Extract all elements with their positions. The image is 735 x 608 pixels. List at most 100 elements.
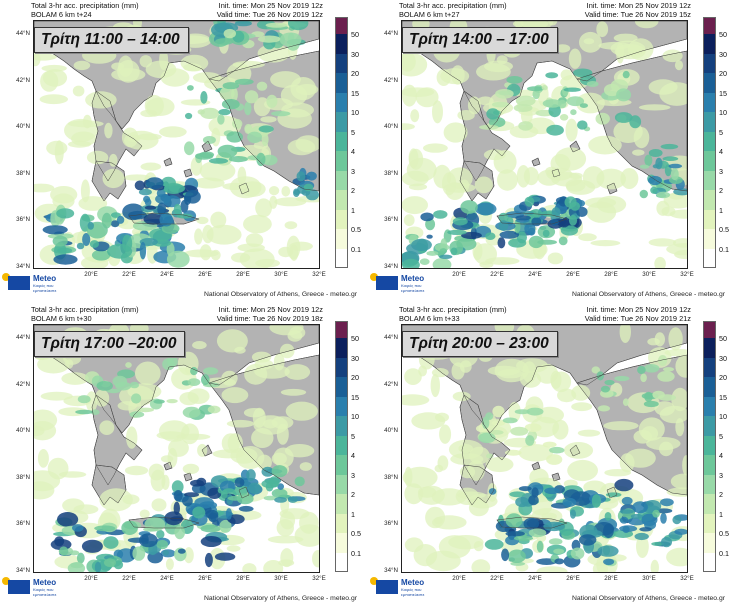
colorbar-swatch [703,513,716,533]
forecast-panel: Total 3-hr acc. precipitation (mm) BOLAM… [0,304,367,608]
longitude-label: 24°E [528,575,542,582]
colorbar-swatch [703,552,716,572]
colorbar-level: 2 [719,490,723,499]
latitude-label: 44°N [384,334,398,341]
meteo-m-icon [376,580,398,594]
longitude-label: 30°E [642,575,656,582]
precipitation-map: Τρίτη 17:00 –20:00 [33,324,320,573]
latitude-label: 36°N [384,520,398,527]
latitude-label: 44°N [384,30,398,37]
colorbar-level: 2 [351,490,355,499]
colorbar-swatch [703,73,716,93]
colorbar-level: 4 [719,147,723,156]
latitude-label: 42°N [16,76,30,84]
colorbar-level: 50 [351,334,359,343]
meteo-logo: Meteo Καιρός που εμπιστεύεστε [368,574,438,597]
colorbar-level: 4 [719,451,723,460]
colorbar-level: 0.1 [719,244,729,254]
logo-name: Meteo [33,578,57,587]
colorbar-swatch [335,455,348,475]
longitude-label: 20°E [84,271,98,278]
panel-valid-time: Valid time: Tue 26 Nov 2019 15z [584,9,691,19]
longitude-label: 32°E [312,575,326,582]
colorbar-level: 3 [719,166,723,176]
longitude-label: 22°E [122,575,136,582]
colorbar-swatch [335,190,348,210]
colorbar-level: 1 [351,509,355,519]
colorbar-level: 2 [351,186,355,195]
colorbar-level: 15 [719,392,727,402]
panel-valid-time: Valid time: Tue 26 Nov 2019 21z [584,313,691,323]
longitude-label: 28°E [604,575,618,582]
latitude-label: 34°N [16,566,30,574]
latitude-label: 44°N [16,30,30,37]
colorbar-level: 0.1 [719,548,729,558]
longitude-label: 32°E [680,575,694,582]
colorbar-level: 5 [719,127,723,137]
logo-tagline: Καιρός που εμπιστεύεστε [33,587,57,597]
latitude-label: 40°N [384,123,398,130]
colorbar-level: 20 [719,69,727,78]
latitude-label: 44°N [16,334,30,341]
panel-valid-time: Valid time: Tue 26 Nov 2019 12z [216,9,323,19]
latitude-label: 38°N [384,169,398,177]
colorbar-level: 15 [719,88,727,98]
colorbar-level: 1 [351,205,355,215]
latitude-label: 36°N [16,520,30,527]
longitude-label: 24°E [160,575,174,582]
longitude-label: 32°E [312,271,326,278]
longitude-label: 28°E [236,575,250,582]
longitude-label: 26°E [198,271,212,278]
latitude-label: 38°N [384,473,398,481]
colorbar-level: 0.5 [719,225,729,234]
colorbar-level: 10 [351,412,359,421]
colorbar-level: 5 [719,431,723,441]
latitude-label: 42°N [384,380,398,388]
colorbar-level: 4 [351,147,355,156]
colorbar-swatch [703,338,716,358]
longitude-label: 24°E [528,271,542,278]
longitude-label: 30°E [274,575,288,582]
logo-name: Meteo [33,274,57,283]
colorbar-level: 3 [719,470,723,480]
panel-header-right: Init. time: Mon 25 Nov 2019 12z Valid ti… [584,305,691,323]
panel-init-time: Init. time: Mon 25 Nov 2019 12z [586,1,691,10]
logo-tagline: Καιρός που εμπιστεύεστε [401,283,425,293]
colorbar-swatch [335,170,348,190]
longitude-label: 30°E [274,271,288,278]
precipitation-map: Τρίτη 11:00 – 14:00 [33,20,320,269]
logo-name: Meteo [401,578,425,587]
colorbar-level: 50 [719,334,727,343]
latitude-label: 34°N [16,262,30,270]
meteo-logo: Meteo Καιρός που εμπιστεύεστε [0,270,70,293]
logo-name: Meteo [401,274,425,283]
panel-title: Total 3-hr acc. precipitation (mm) [399,305,507,314]
colorbar-swatch [335,338,348,358]
time-label: Τρίτη 17:00 –20:00 [34,331,186,357]
panel-title: Total 3-hr acc. precipitation (mm) [31,305,139,314]
sun-icon [2,577,10,585]
colorbar-swatch [703,321,716,338]
colorbar-level: 10 [719,412,727,421]
panel-header-right: Init. time: Mon 25 Nov 2019 12z Valid ti… [217,305,323,323]
panel-init-time: Init. time: Mon 25 Nov 2019 12z [218,1,323,10]
colorbar-swatch [703,190,716,210]
colorbar-level: 20 [351,69,359,78]
colorbar-level: 1 [719,509,723,519]
colorbar-swatch [703,131,716,151]
panel-model: BOLAM 6 km t+24 [31,9,92,19]
longitude-label: 22°E [122,271,136,278]
colorbar-swatch [335,533,348,553]
longitude-label: 20°E [84,575,98,582]
latitude-label: 38°N [16,473,30,481]
colorbar-level: 10 [351,108,359,117]
colorbar-level: 0.5 [719,529,729,538]
longitude-label: 28°E [604,271,618,278]
colorbar-swatch [335,92,348,112]
credit-text: National Observatory of Athens, Greece -… [571,291,725,298]
colorbar-swatch [335,248,348,268]
colorbar-level: 3 [351,166,355,176]
latitude-label: 34°N [384,566,398,574]
colorbar-swatch [703,416,716,436]
colorbar-swatch [703,357,716,377]
